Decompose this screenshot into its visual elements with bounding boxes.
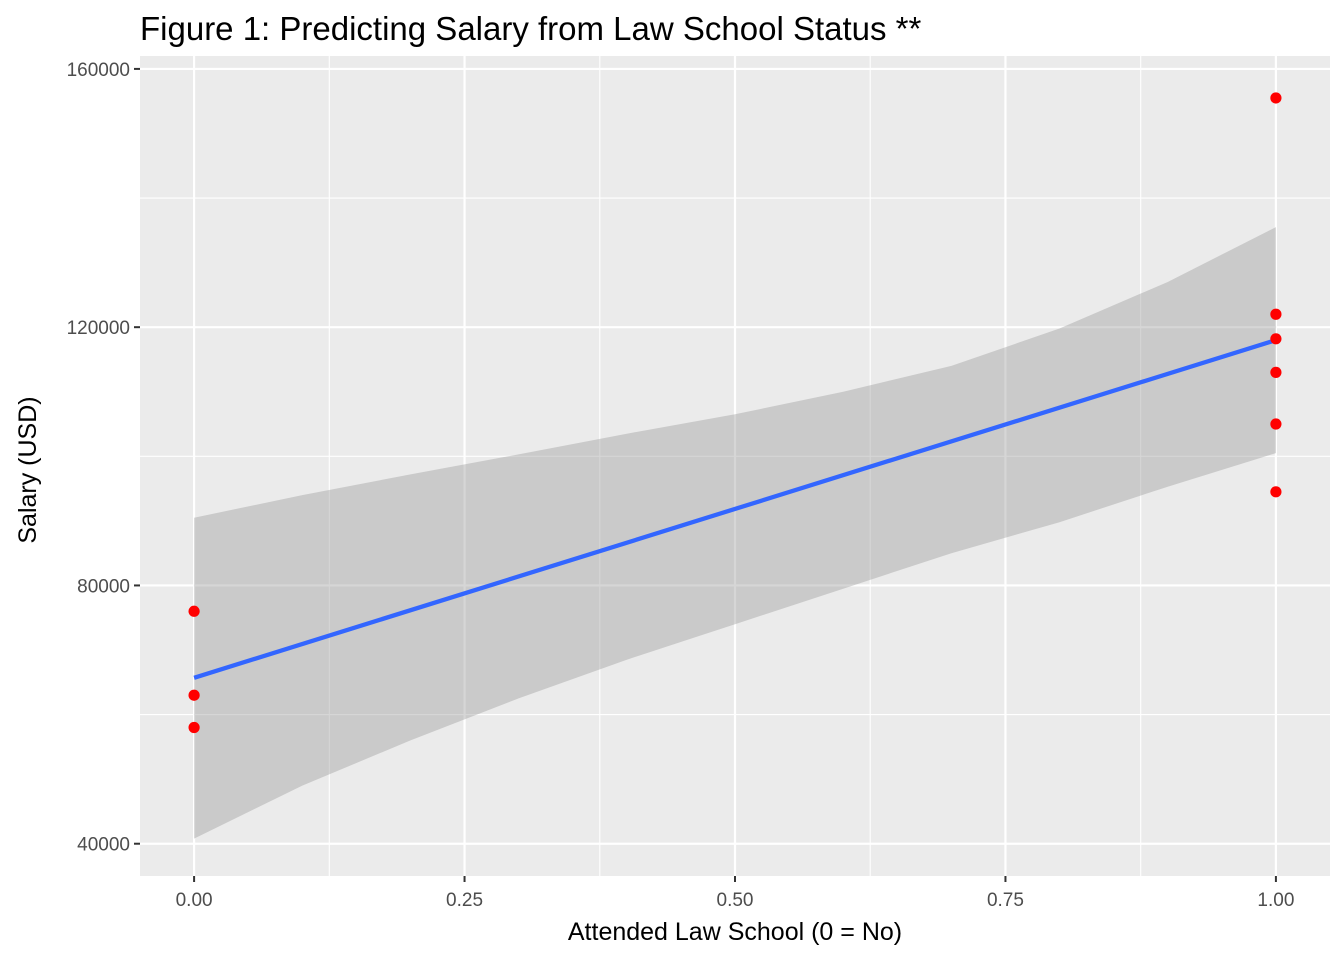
- data-point: [1270, 333, 1282, 345]
- data-point: [188, 689, 200, 701]
- data-point: [188, 605, 200, 617]
- y-tick-label: 80000: [77, 576, 130, 597]
- chart-title: Figure 1: Predicting Salary from Law Sch…: [140, 10, 922, 47]
- data-point: [1270, 418, 1282, 430]
- x-tick-label: 0.25: [446, 890, 483, 911]
- data-point: [1270, 308, 1282, 320]
- regression-line: [193, 338, 1277, 680]
- major-gridlines: [140, 56, 1330, 876]
- confidence-band: [194, 227, 1276, 839]
- data-point: [1270, 486, 1282, 498]
- data-point: [188, 721, 200, 734]
- y-tick-label: 160000: [67, 60, 130, 81]
- x-tick-label: 0.50: [717, 890, 754, 911]
- x-tick-label: 0.75: [987, 890, 1024, 911]
- data-point: [1270, 92, 1282, 104]
- x-tick-label: 1.00: [1257, 890, 1294, 911]
- data-points: [188, 92, 1282, 734]
- x-axis-title: Attended Law School (0 = No): [568, 918, 902, 946]
- y-tick-label: 40000: [77, 835, 130, 856]
- x-axis-ticks: 0.00 0.25 0.50 0.75 1.00: [176, 876, 1294, 911]
- y-axis-ticks: 40000 80000 120000 160000: [67, 60, 140, 856]
- y-axis-title: Salary (USD): [14, 396, 42, 543]
- y-tick-label: 120000: [67, 318, 130, 339]
- data-point: [1270, 366, 1282, 378]
- x-tick-label: 0.00: [176, 890, 213, 911]
